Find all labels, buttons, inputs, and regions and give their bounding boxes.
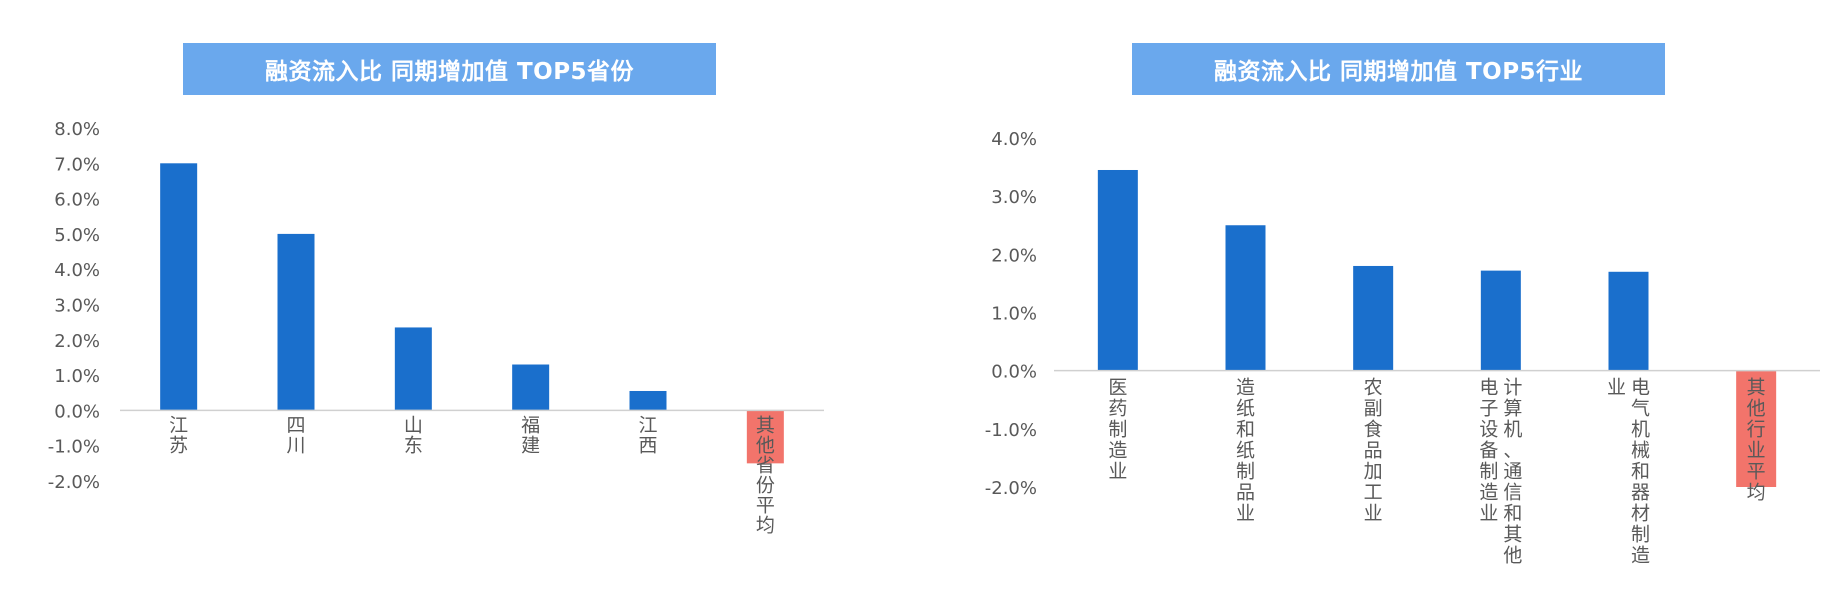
bar — [160, 163, 198, 411]
bar — [1480, 270, 1521, 371]
y-tick-label: 3.0% — [54, 296, 100, 317]
y-tick-label: -1.0% — [985, 420, 1037, 441]
category-label: 其他省份平均 — [756, 414, 775, 536]
y-tick-label: 0.0% — [991, 362, 1037, 383]
bar — [1608, 271, 1649, 371]
y-tick-label: 4.0% — [991, 129, 1037, 150]
y-tick-label: 7.0% — [54, 154, 100, 175]
y-tick-label: 4.0% — [54, 260, 100, 281]
category-label: 医药制造业 — [1108, 377, 1127, 483]
y-tick-label: 5.0% — [54, 225, 100, 246]
y-tick-label: -2.0% — [985, 478, 1037, 499]
bar — [1353, 265, 1394, 371]
category-label: 江西 — [638, 414, 657, 456]
category-label: 四川 — [286, 414, 305, 456]
y-tick-label: 0.0% — [54, 401, 100, 422]
bar — [629, 390, 667, 411]
y-tick-label: 2.0% — [54, 331, 100, 352]
highlight-bar — [1736, 370, 1777, 487]
bar-chart-industries: 4.0% 3.0% 2.0% 1.0% 0.0% -1.0% -2.0% 医药制造业 造纸和纸制… — [985, 129, 1820, 567]
bar — [277, 233, 315, 411]
category-label: 山东 — [404, 414, 423, 456]
bar — [512, 364, 550, 411]
highlight-bar — [746, 410, 784, 464]
bar — [1225, 225, 1266, 371]
bar — [394, 327, 432, 411]
category-label: 农副食品加工业 — [1364, 377, 1383, 525]
y-tick-label: -1.0% — [48, 437, 100, 458]
chart-panel-provinces: 融资流入比 同期增加值 TOP5省份 8.0% 7.0% 6.0% 5.0% 4.0% 3… — [0, 0, 900, 606]
chart-title: 融资流入比 同期增加值 TOP5省份 — [183, 43, 716, 95]
category-label: 江苏 — [169, 414, 188, 456]
chart-panel-industries: 融资流入比 同期增加值 TOP5行业 4.0% 3.0% 2.0% 1.0% 0.0% -… — [900, 0, 1843, 606]
y-tick-label: 8.0% — [54, 119, 100, 140]
y-tick-label: 2.0% — [991, 245, 1037, 266]
category-label: 造纸和纸制品业 — [1236, 377, 1255, 525]
y-tick-label: 3.0% — [991, 187, 1037, 208]
y-tick-label: 1.0% — [54, 366, 100, 387]
category-label: 其他行业平均 — [1747, 377, 1766, 504]
chart-title: 融资流入比 同期增加值 TOP5行业 — [1132, 43, 1665, 95]
category-label: 福建 — [521, 414, 540, 456]
y-tick-label: 6.0% — [54, 190, 100, 211]
category-label: 计算机、通信和其他电子设备制造业 — [1479, 377, 1522, 567]
y-tick-label: -2.0% — [48, 472, 100, 493]
bar-chart-provinces: 8.0% 7.0% 6.0% 5.0% 4.0% 3.0% 2.0% 1.0% 0.0% -1.0… — [48, 119, 824, 536]
category-label: 电气机械和器材制造业 — [1607, 377, 1650, 567]
bar — [1097, 169, 1138, 371]
y-tick-label: 1.0% — [991, 304, 1037, 325]
